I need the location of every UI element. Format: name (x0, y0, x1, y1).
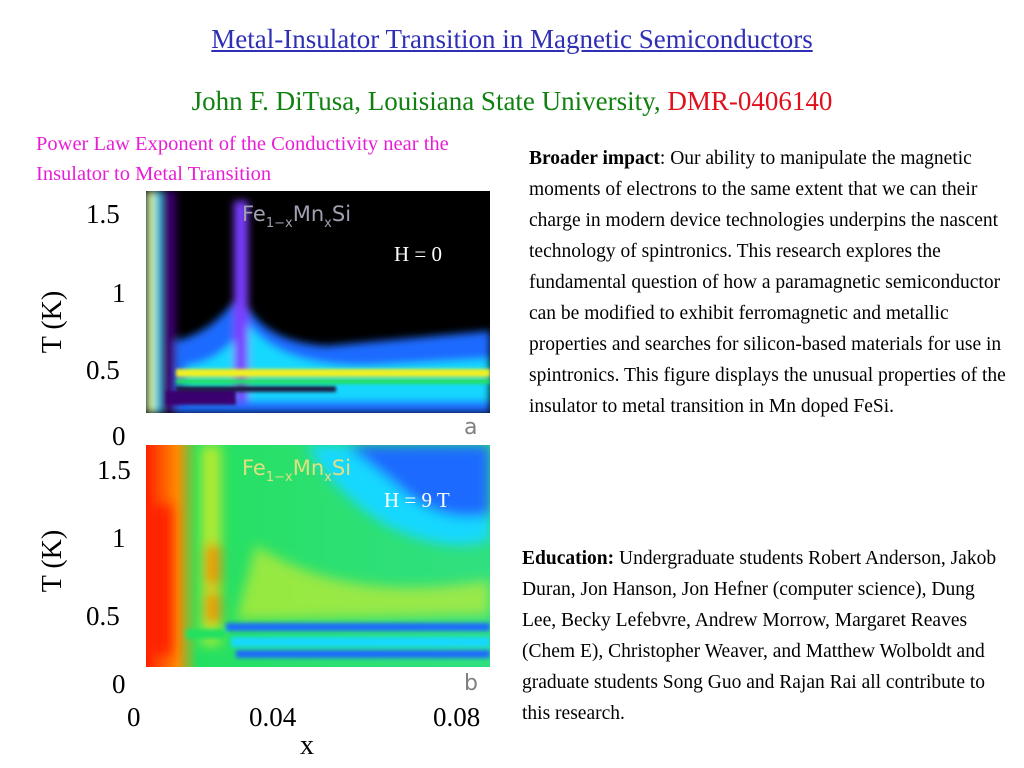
ytick-a-0.5: 0.5 (86, 355, 120, 385)
ytick-a-1: 1 (112, 278, 126, 308)
xlabel: x (300, 730, 314, 761)
grant-number: DMR-0406140 (667, 86, 833, 116)
ytick-b-0.5: 0.5 (86, 601, 120, 631)
broader-impact-paragraph: Broader impact: Our ability to manipulat… (529, 143, 1019, 422)
stripe-a-yellow (176, 369, 490, 377)
broader-impact-text: : Our ability to manipulate the magnetic… (529, 148, 1006, 417)
plume-b-c (206, 593, 220, 623)
byline: John F. DiTusa, Louisiana State Universi… (0, 86, 1024, 117)
region-b-middle (236, 545, 490, 620)
field-label-b: H = 9 T (384, 488, 450, 512)
chart-panel-a: Fe1−xMnxSi H = 0 a (146, 191, 490, 444)
chart-panel-b: Fe1−xMnxSi H = 9 T b (146, 445, 490, 698)
heatmap-b: Fe1−xMnxSi H = 9 T b (146, 445, 490, 698)
stripe-a-green (176, 379, 490, 384)
field-label-a: H = 0 (394, 242, 442, 266)
panel-letter-a: a (464, 415, 477, 440)
broader-impact-heading: Broader impact (529, 148, 660, 169)
region-b-upper-core (346, 445, 490, 517)
band-a-edge-core (148, 191, 154, 413)
xtick-0: 0 (127, 702, 141, 732)
panel-a-label-strip (146, 413, 490, 444)
education-paragraph: Education: Undergraduate students Robert… (522, 543, 1012, 729)
author-affiliation: John F. DiTusa, Louisiana State Universi… (191, 86, 668, 116)
stripe-b-cyan (231, 637, 490, 647)
stripe-a-purple (166, 391, 236, 405)
ytick-a-1.5: 1.5 (86, 199, 120, 229)
figure-caption: Power Law Exponent of the Conductivity n… (36, 133, 449, 185)
ylabel-a: T (K) (37, 290, 68, 354)
ytick-b-1.5: 1.5 (97, 455, 131, 485)
education-text: Undergraduate students Robert Anderson, … (522, 548, 997, 724)
xtick-0.08: 0.08 (433, 702, 481, 732)
heatmap-a: Fe1−xMnxSi H = 0 a (146, 191, 490, 444)
compound-label-b: Fe1−xMnxSi (242, 456, 351, 485)
xtick-0.04: 0.04 (249, 702, 297, 732)
stripe-b-blue1 (226, 623, 490, 631)
stripe-b-green (186, 629, 226, 639)
plume-b-b (206, 545, 220, 585)
ytick-b-0: 0 (112, 669, 126, 699)
education-heading: Education: (522, 548, 615, 569)
band-b-edge (146, 505, 172, 655)
page-title: Metal-Insulator Transition in Magnetic S… (211, 24, 813, 54)
ylabel-b: T (K) (37, 529, 68, 593)
stripe-b-blue2 (236, 650, 490, 658)
plume-a (234, 201, 248, 401)
panel-b-label-strip (146, 667, 490, 698)
stripe-a-dark (176, 386, 336, 392)
panel-letter-b: b (464, 671, 478, 696)
compound-label-a: Fe1−xMnxSi (242, 202, 351, 231)
ytick-a-0: 0 (112, 421, 126, 451)
ytick-b-1: 1 (112, 523, 126, 553)
